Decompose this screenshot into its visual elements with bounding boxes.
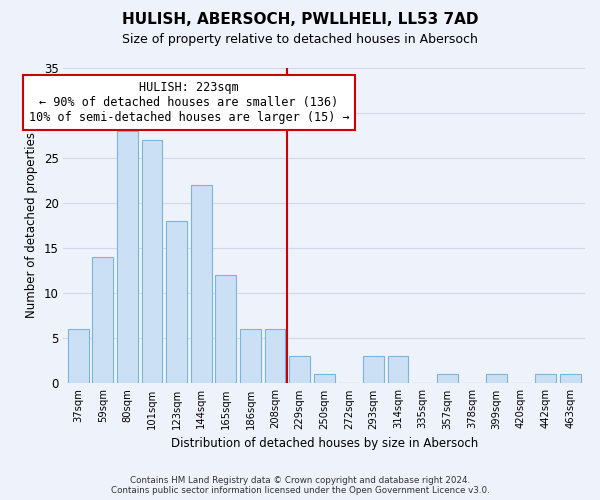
Bar — [215, 275, 236, 384]
Bar — [92, 257, 113, 384]
Bar — [142, 140, 163, 384]
Bar — [314, 374, 335, 384]
Bar — [166, 221, 187, 384]
Bar — [363, 356, 384, 384]
Bar — [68, 330, 89, 384]
Text: HULISH, ABERSOCH, PWLLHELI, LL53 7AD: HULISH, ABERSOCH, PWLLHELI, LL53 7AD — [122, 12, 478, 28]
X-axis label: Distribution of detached houses by size in Abersoch: Distribution of detached houses by size … — [170, 437, 478, 450]
Text: Contains public sector information licensed under the Open Government Licence v3: Contains public sector information licen… — [110, 486, 490, 495]
Text: Size of property relative to detached houses in Abersoch: Size of property relative to detached ho… — [122, 32, 478, 46]
Bar — [560, 374, 581, 384]
Bar — [289, 356, 310, 384]
Text: Contains HM Land Registry data © Crown copyright and database right 2024.: Contains HM Land Registry data © Crown c… — [130, 476, 470, 485]
Bar — [117, 130, 138, 384]
Bar — [388, 356, 409, 384]
Bar — [265, 330, 286, 384]
Bar — [191, 185, 212, 384]
Bar — [535, 374, 556, 384]
Text: HULISH: 223sqm
← 90% of detached houses are smaller (136)
10% of semi-detached h: HULISH: 223sqm ← 90% of detached houses … — [29, 81, 349, 124]
Bar — [486, 374, 507, 384]
Y-axis label: Number of detached properties: Number of detached properties — [25, 132, 38, 318]
Bar — [240, 330, 261, 384]
Bar — [437, 374, 458, 384]
